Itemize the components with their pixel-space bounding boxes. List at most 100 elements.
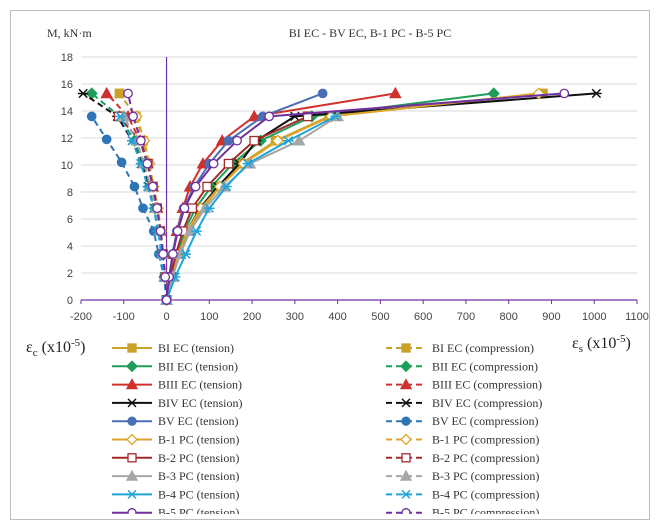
legend-label: BII EC (tension) xyxy=(158,359,238,373)
data-point xyxy=(283,135,294,146)
data-point xyxy=(127,343,137,353)
x-axis-label-right: εs (x10-5) xyxy=(572,333,631,355)
chart-title: BI EC - BV EC, B-1 PC - B-5 PC xyxy=(289,26,451,40)
legend-entry: B-1 PC (tension) xyxy=(112,433,239,447)
data-point xyxy=(292,134,306,146)
series-0 xyxy=(161,88,548,305)
x-label-right-sub: s xyxy=(579,343,583,355)
legend-entry: BII EC (compression) xyxy=(386,359,538,373)
data-point xyxy=(127,508,137,514)
legend-entry: BIV EC (tension) xyxy=(112,396,242,410)
legend: BI EC (tension) BI EC (compression) BII EC… xyxy=(112,341,542,514)
x-tick-label: 200 xyxy=(243,311,261,323)
legend-entry: B-1 PC (compression) xyxy=(386,433,539,447)
series-line xyxy=(165,92,565,301)
data-point xyxy=(127,416,137,426)
x-tick-label: -100 xyxy=(113,311,135,323)
data-point xyxy=(115,111,126,122)
legend-label: BIII EC (tension) xyxy=(158,378,242,392)
x-label-right-end: ) xyxy=(626,335,631,352)
data-point xyxy=(114,88,125,99)
y-tick-label: 6 xyxy=(67,214,73,226)
data-point xyxy=(223,158,234,169)
data-point xyxy=(401,343,411,353)
data-point xyxy=(389,86,402,99)
data-point xyxy=(127,135,138,146)
data-point xyxy=(401,398,411,408)
series-4 xyxy=(160,86,402,305)
data-point xyxy=(155,226,166,236)
data-point xyxy=(127,398,137,408)
data-point xyxy=(116,157,127,168)
data-point xyxy=(86,111,97,122)
data-point xyxy=(77,88,89,99)
axes: -200 -100 0 100 200 300 400 500 600 700 800 900 1000… xyxy=(70,57,649,323)
data-point xyxy=(129,181,140,192)
x-label-left-sub: c xyxy=(33,347,38,359)
data-point xyxy=(101,134,112,145)
data-point xyxy=(172,226,183,236)
data-point xyxy=(400,433,412,446)
legend-label: B-3 PC (tension) xyxy=(158,469,239,483)
legend-label: B-2 PC (compression) xyxy=(432,451,539,465)
series-line xyxy=(165,92,544,301)
data-point xyxy=(136,135,146,146)
legend-label: B-1 PC (tension) xyxy=(158,433,239,447)
legend-label: B-3 PC (compression) xyxy=(432,469,539,483)
legend-entry: BIV EC (compression) xyxy=(386,396,542,410)
legend-label: BI EC (compression) xyxy=(432,341,534,355)
legend-label: BV EC (compression) xyxy=(432,414,538,428)
legend-entry: BII EC (tension) xyxy=(112,359,238,373)
x-tick-label: 900 xyxy=(542,311,560,323)
x-tick-label: 400 xyxy=(328,311,346,323)
data-point xyxy=(168,249,178,259)
x-tick-label: 700 xyxy=(457,311,475,323)
legend-label: B-4 PC (compression) xyxy=(432,487,539,501)
data-point xyxy=(126,433,138,446)
y-tick-label: 2 xyxy=(67,268,73,280)
data-point xyxy=(138,203,148,214)
legend-entry: B-4 PC (tension) xyxy=(112,487,239,501)
legend-label: BIII EC (compression) xyxy=(432,378,542,392)
y-axis-label: M, kN·m xyxy=(47,26,92,40)
legend-label: B-5 PC (tension) xyxy=(158,506,239,514)
data-point xyxy=(317,88,328,99)
data-point xyxy=(126,360,138,373)
y-tick-label: 10 xyxy=(61,160,73,172)
y-tick-label: 16 xyxy=(61,79,73,91)
x-tick-label: 500 xyxy=(371,311,389,323)
data-point xyxy=(127,489,137,499)
legend-entry: BI EC (tension) xyxy=(112,341,234,355)
data-point xyxy=(161,295,172,305)
series-7 xyxy=(77,88,172,305)
series-19 xyxy=(123,88,172,305)
x-tick-label: 1000 xyxy=(582,311,606,323)
legend-entry: BIII EC (tension) xyxy=(112,378,242,392)
x-label-right-main: ε xyxy=(572,335,579,352)
x-tick-label: 300 xyxy=(286,311,304,323)
data-point xyxy=(232,135,242,146)
x-tick-label: 800 xyxy=(500,311,518,323)
data-point xyxy=(100,86,113,99)
data-point xyxy=(242,158,253,169)
data-point xyxy=(127,453,137,463)
x-label-left-end: ) xyxy=(80,339,85,356)
x-tick-label: 0 xyxy=(163,311,169,323)
data-point xyxy=(264,111,275,122)
y-tick-label: 8 xyxy=(67,187,73,199)
legend-entry: B-4 PC (compression) xyxy=(386,487,539,501)
data-point xyxy=(532,87,545,100)
data-point xyxy=(142,158,153,169)
legend-label: B-4 PC (tension) xyxy=(158,487,239,501)
series-6 xyxy=(161,88,602,305)
series-line xyxy=(165,92,597,301)
y-tick-label: 12 xyxy=(61,133,73,145)
data-point xyxy=(400,360,412,373)
legend-label: BII EC (compression) xyxy=(432,359,538,373)
data-point xyxy=(191,226,202,236)
data-point xyxy=(401,508,411,514)
legend-label: B-2 PC (tension) xyxy=(158,451,239,465)
data-point xyxy=(208,158,219,169)
legend-entry: B-2 PC (tension) xyxy=(112,451,239,465)
x-axis-label-left: εc (x10-5) xyxy=(26,337,85,359)
